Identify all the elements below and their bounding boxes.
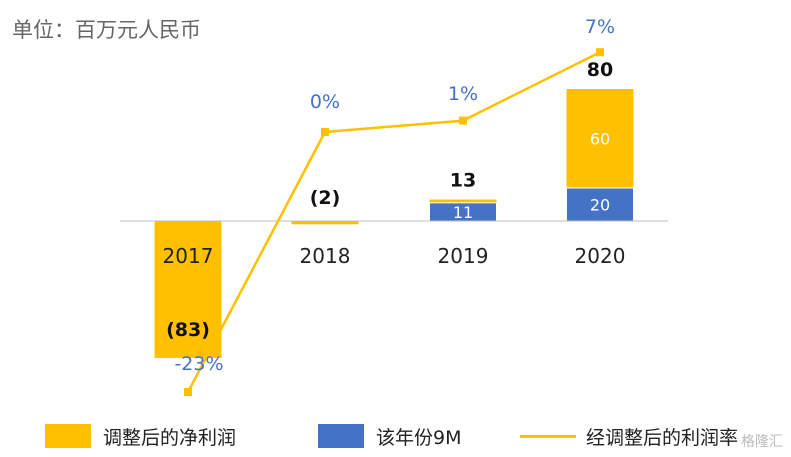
bar-total-label-2018: (2) (310, 187, 341, 209)
margin-point-2020 (596, 48, 604, 57)
bars-layer (154, 89, 634, 358)
margin-point-2019 (459, 116, 467, 125)
legend-label-margin: 经调整后的利润率 (586, 426, 739, 449)
bar-adjusted-2018 (291, 221, 359, 225)
legend-swatch-nine-month (318, 424, 364, 448)
legend-item-nine-month: 该年份9M (318, 420, 461, 452)
category-label-2019: 2019 (438, 244, 489, 268)
bar-nine-month-label-2019: 11 (453, 203, 473, 222)
category-label-2017: 2017 (163, 244, 214, 268)
margin-point-2018 (321, 128, 329, 136)
bar-adjusted-inner-label-2020: 60 (590, 130, 610, 149)
bar-adjusted-2017 (154, 221, 222, 358)
bar-total-label-2019: 13 (450, 170, 476, 192)
watermark: 格隆汇 (741, 434, 783, 450)
bar-total-label-2017: (83) (166, 319, 210, 341)
legend: 调整后的净利润 该年份9M 经调整后的利润率 (0, 420, 791, 452)
margin-point-2017 (184, 388, 192, 396)
labels-layer: 2017 2018 2019 2020 (83) (2) 13 80 11 20 60 -23% 0% 1… (163, 16, 626, 375)
legend-item-adjusted: 调整后的净利润 (45, 420, 236, 452)
margin-label-2018: 0% (310, 91, 340, 113)
bar-nine-month-label-2020: 20 (590, 196, 610, 215)
margin-line (186, 51, 601, 393)
legend-label-adjusted: 调整后的净利润 (103, 426, 237, 449)
bar-total-label-2020: 80 (587, 59, 613, 81)
legend-item-margin: 经调整后的利润率 (520, 420, 738, 452)
margin-label-2017: -23% (174, 353, 223, 375)
unit-label: 单位：百万元人民币 (12, 18, 201, 42)
margin-line-layer (184, 48, 604, 396)
legend-swatch-adjusted (45, 424, 91, 448)
margin-label-2020: 7% (585, 16, 615, 38)
category-label-2018: 2018 (300, 244, 351, 268)
category-label-2020: 2020 (575, 244, 626, 268)
legend-swatch-margin (520, 434, 576, 438)
legend-label-nine-month: 该年份9M (376, 426, 462, 449)
margin-label-2019: 1% (448, 83, 478, 105)
